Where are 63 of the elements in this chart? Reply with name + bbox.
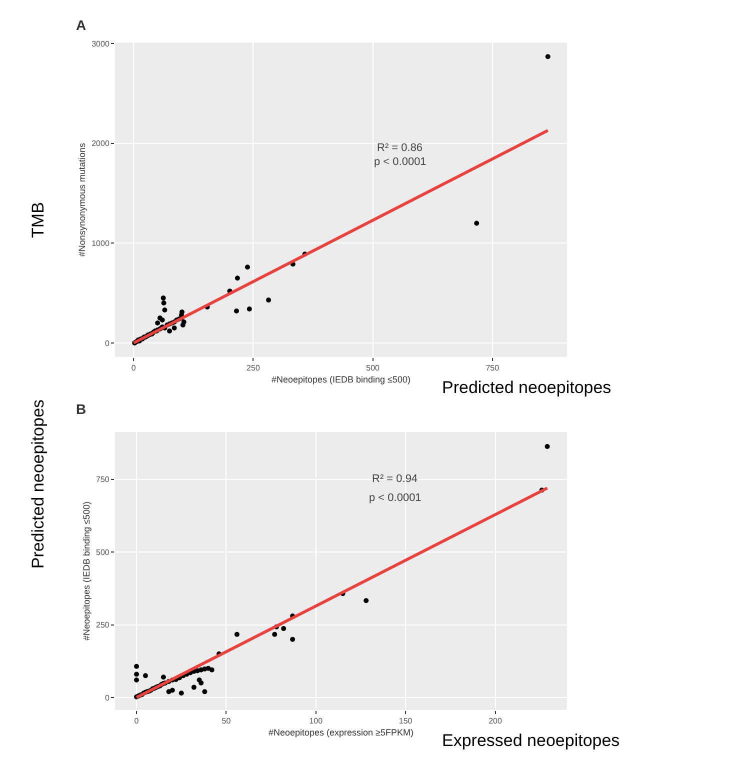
y-axis-title: #Neoepitopes (IEDB binding ≤500) (81, 501, 92, 640)
y-axis-title: #Nonsynonymous mutations (76, 142, 87, 257)
point (474, 220, 480, 226)
annotation: R² = 0.94 (372, 473, 418, 485)
point (162, 308, 168, 313)
point (161, 300, 166, 306)
point (160, 674, 166, 680)
point (281, 626, 286, 632)
point (202, 689, 208, 694)
text: Expressed neoepitopes (442, 731, 620, 750)
point (244, 264, 250, 270)
point (178, 690, 184, 696)
x-axis-title: #Neoepitopes (expression ≥5FPKM) (268, 727, 414, 738)
point (545, 54, 550, 60)
y-tick-label: 750 (96, 475, 110, 484)
x-tick-label: 500 (366, 364, 380, 373)
annotation: p < 0.0001 (374, 156, 426, 168)
x-axis-title: #Neoepitopes (IEDB binding ≤500) (271, 374, 411, 384)
point (181, 320, 186, 324)
point (544, 444, 550, 449)
point (290, 636, 296, 642)
annotation: p < 0.0001 (369, 492, 422, 504)
y-tick-label: 500 (96, 548, 110, 557)
point (364, 598, 369, 604)
point (134, 672, 140, 677)
point (142, 673, 148, 678)
point (266, 298, 272, 303)
chart-title: A (76, 17, 86, 33)
x-tick-label: 0 (131, 364, 136, 373)
y-tick-label: 2000 (92, 139, 110, 148)
point (134, 678, 140, 683)
text: TMB (28, 202, 48, 238)
point (272, 632, 278, 637)
annotation: R² = 0.86 (377, 142, 423, 154)
y-tick-label: 250 (96, 620, 110, 630)
x-tick-label: 750 (486, 364, 500, 373)
point (198, 680, 204, 686)
point (134, 664, 140, 669)
x-tick-label: 0 (134, 716, 140, 726)
text: Predicted neoepitopes (28, 399, 48, 569)
point (157, 316, 162, 321)
y-tick-label: 1000 (92, 238, 110, 248)
point (160, 296, 166, 301)
point (170, 688, 175, 693)
text: Predicted neoepitopes (442, 378, 612, 397)
point (155, 320, 160, 326)
point (234, 308, 239, 314)
point (234, 632, 240, 637)
x-tick-label: 250 (246, 364, 260, 373)
point (234, 276, 240, 281)
point (209, 667, 214, 672)
y-tick-label: 3000 (92, 39, 110, 48)
point (167, 328, 172, 334)
x-tick-label: 150 (398, 716, 413, 726)
y-tick-label: 0 (104, 338, 110, 348)
point (246, 306, 252, 312)
x-tick-label: 200 (488, 716, 502, 726)
y-tick-label: 0 (104, 693, 110, 702)
x-tick-label: 100 (309, 716, 324, 726)
x-tick-label: 50 (222, 716, 232, 726)
chart-title: B (76, 401, 86, 417)
point (191, 684, 196, 690)
point (172, 325, 177, 330)
